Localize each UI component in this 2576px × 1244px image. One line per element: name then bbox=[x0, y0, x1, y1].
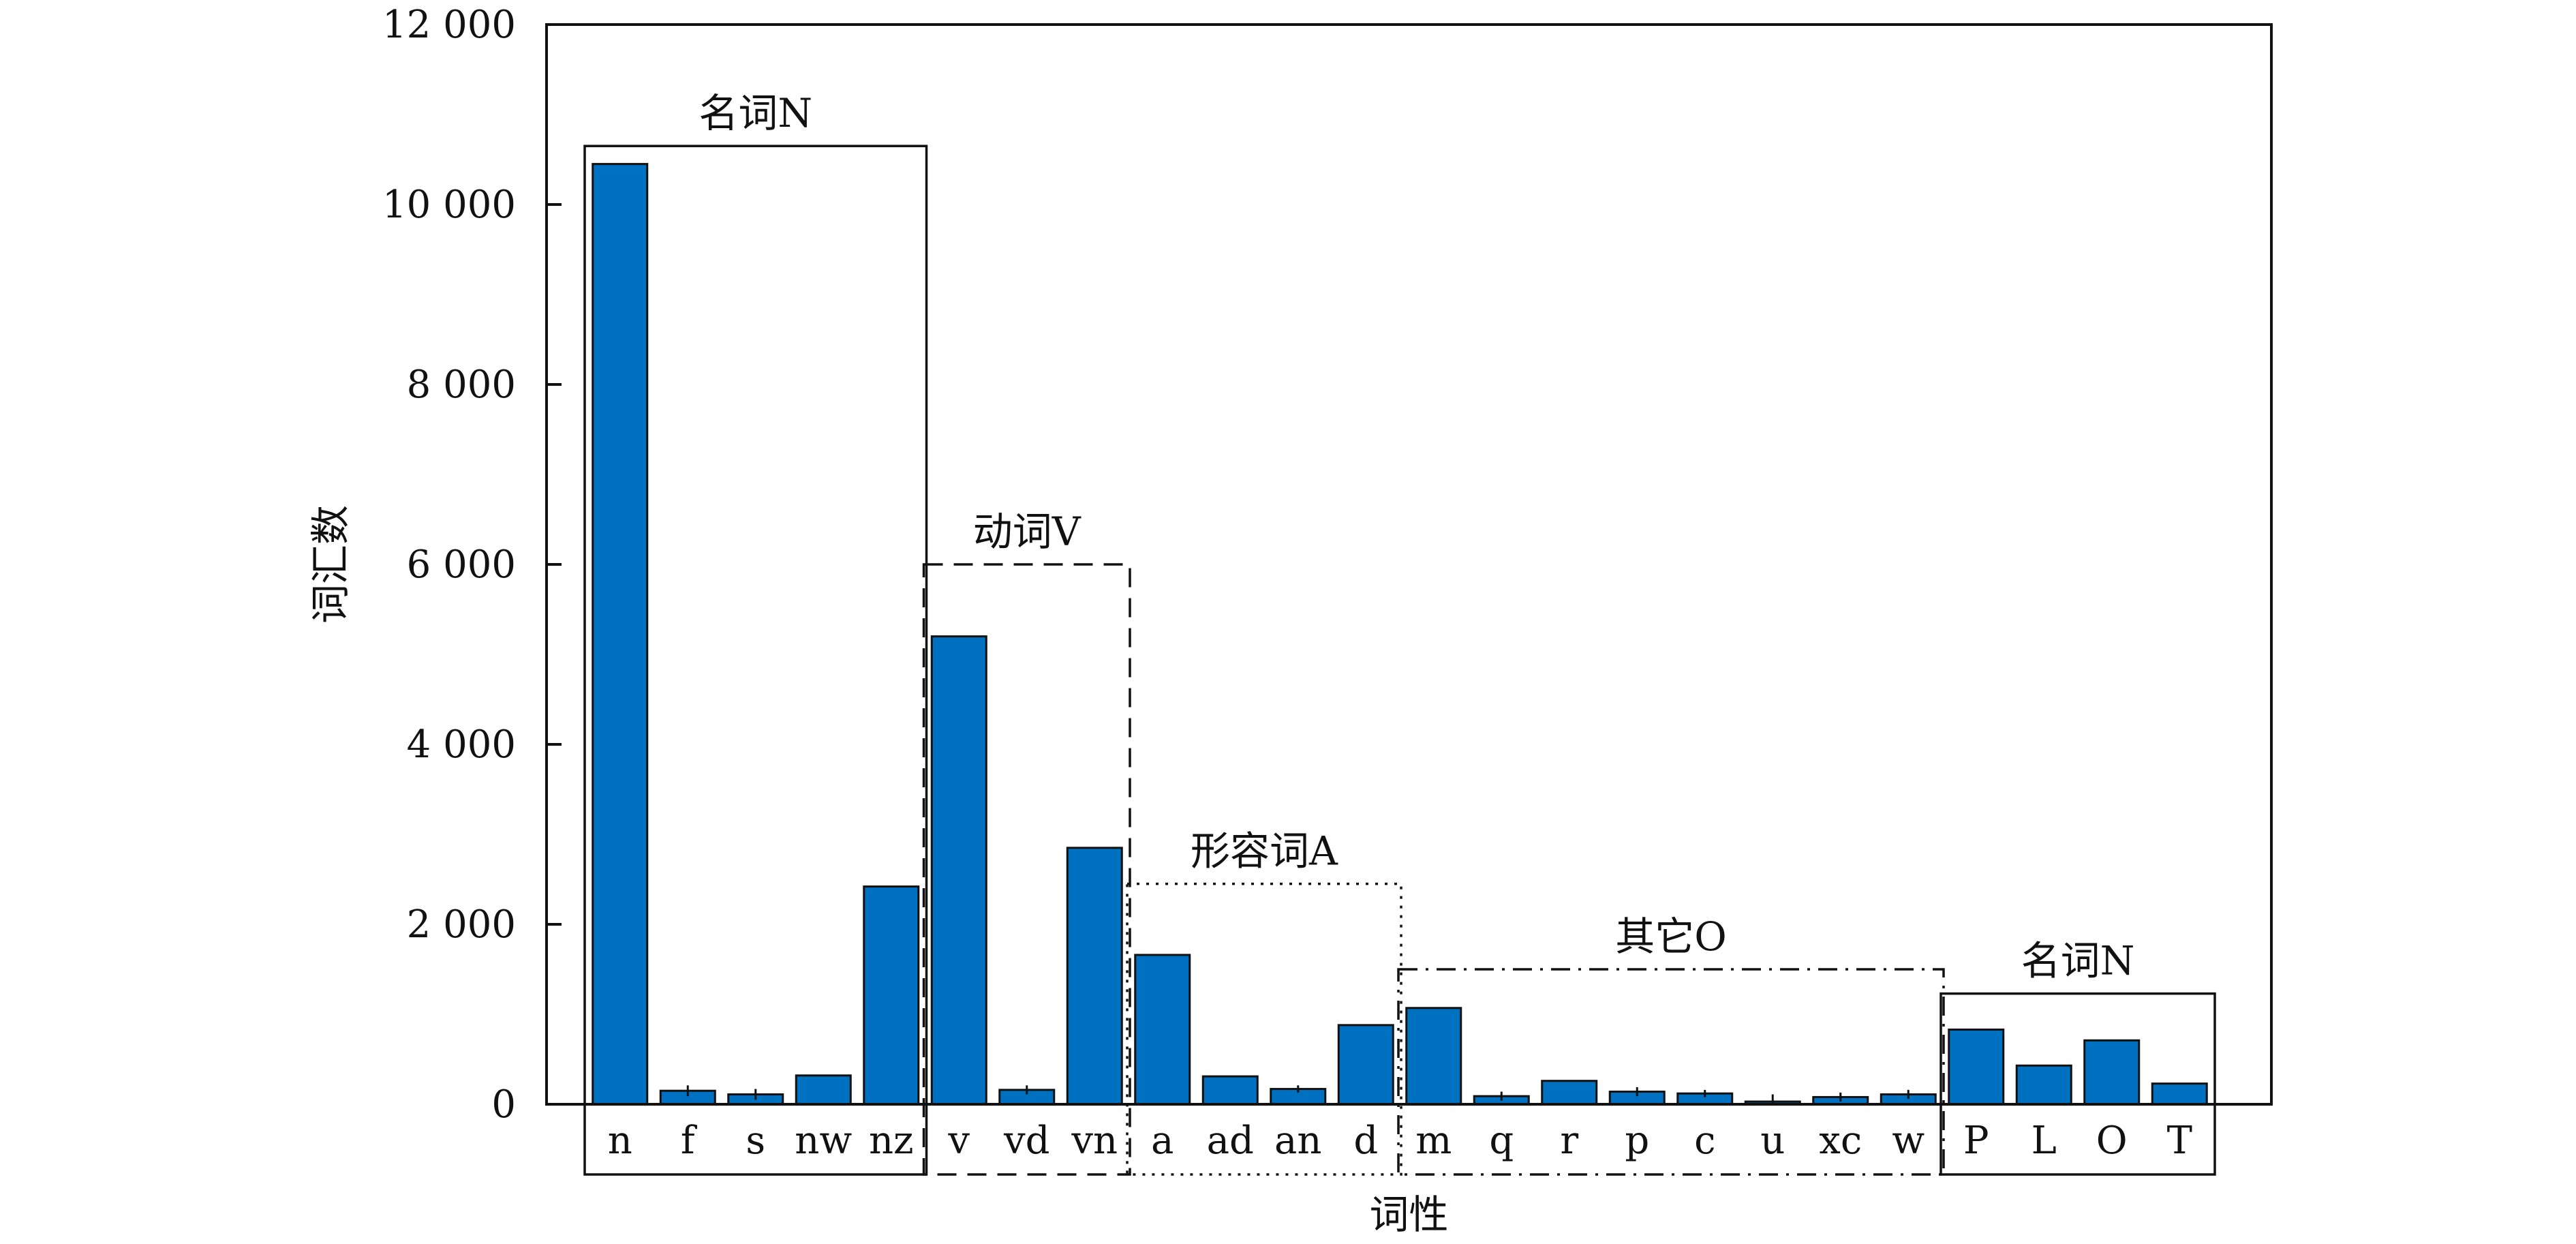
x-category-label: ad bbox=[1207, 1119, 1254, 1163]
group-boxes bbox=[583, 145, 2216, 1176]
bar-L bbox=[2015, 1064, 2072, 1106]
bar-nw bbox=[795, 1074, 852, 1106]
y-tick-label: 6 000 bbox=[407, 543, 516, 587]
x-category-label: d bbox=[1353, 1119, 1378, 1163]
bar-P bbox=[1948, 1028, 2005, 1106]
x-category-label: nz bbox=[869, 1119, 914, 1163]
x-category-label: nw bbox=[795, 1119, 852, 1163]
x-axis-title: 词性 bbox=[1369, 1192, 1448, 1238]
x-category-label: an bbox=[1274, 1119, 1321, 1163]
x-category-label: c bbox=[1694, 1119, 1715, 1163]
x-category-label: P bbox=[1963, 1119, 1989, 1163]
group-label: 名词N bbox=[699, 90, 812, 136]
x-category-label: s bbox=[746, 1119, 765, 1163]
bar-r bbox=[1541, 1080, 1598, 1106]
y-tick-label: 10 000 bbox=[382, 183, 516, 227]
group-label: 其它O bbox=[1615, 913, 1727, 960]
plot-area-frame bbox=[545, 23, 2273, 1106]
group-box bbox=[1397, 968, 1945, 1176]
x-category-labels: n f s nw nz v vd vn a ad an d m q r p c u xc w P L O T bbox=[608, 1119, 2192, 1163]
bar-vn bbox=[1066, 847, 1123, 1106]
y-tick-label: 4 000 bbox=[407, 723, 516, 767]
x-category-label: xc bbox=[1819, 1119, 1862, 1163]
x-category-label: L bbox=[2031, 1119, 2057, 1163]
x-category-label: r bbox=[1560, 1119, 1578, 1163]
bars bbox=[592, 163, 2208, 1106]
group-label: 形容词A bbox=[1191, 828, 1338, 875]
x-category-label: u bbox=[1760, 1119, 1785, 1163]
y-tick-label: 8 000 bbox=[407, 363, 516, 407]
x-category-label: q bbox=[1489, 1119, 1514, 1163]
x-category-label: vd bbox=[1003, 1119, 1049, 1163]
y-axis-title: 词汇数 bbox=[307, 505, 354, 624]
x-category-label: v bbox=[947, 1119, 970, 1163]
y-tick-label: 12 000 bbox=[382, 3, 516, 47]
bar-d bbox=[1337, 1024, 1394, 1106]
x-category-label: a bbox=[1151, 1119, 1174, 1163]
x-category-label: w bbox=[1892, 1119, 1925, 1163]
group-box bbox=[1126, 882, 1402, 1176]
bar-v bbox=[930, 635, 987, 1106]
group-labels: 名词N 动词V 形容词A 其它O 名词N bbox=[699, 90, 2134, 984]
bar-nz bbox=[863, 885, 920, 1106]
x-category-label: m bbox=[1415, 1119, 1452, 1163]
x-category-label: O bbox=[2096, 1119, 2128, 1163]
x-category-label: f bbox=[681, 1119, 698, 1163]
bar-n bbox=[592, 163, 649, 1106]
x-category-label: n bbox=[608, 1119, 632, 1163]
group-box bbox=[922, 563, 1131, 1176]
bar-m bbox=[1405, 1007, 1462, 1106]
x-category-label: T bbox=[2167, 1119, 2192, 1163]
bar-ad bbox=[1201, 1075, 1259, 1106]
y-axis-ticks: 0 2 000 4 000 6 000 8 000 10 000 12 000 bbox=[382, 3, 562, 1127]
y-tick-label: 0 bbox=[491, 1082, 516, 1127]
x-category-label: p bbox=[1625, 1119, 1649, 1163]
x-category-label: vn bbox=[1071, 1119, 1118, 1163]
bar-O bbox=[2083, 1039, 2141, 1106]
y-tick-label: 2 000 bbox=[407, 902, 516, 947]
group-label: 名词N bbox=[2021, 938, 2135, 984]
group-box bbox=[1939, 992, 2216, 1176]
group-label: 动词V bbox=[973, 509, 1082, 555]
bar-T bbox=[2151, 1082, 2208, 1106]
group-box bbox=[583, 145, 928, 1176]
bar-a bbox=[1134, 954, 1191, 1106]
